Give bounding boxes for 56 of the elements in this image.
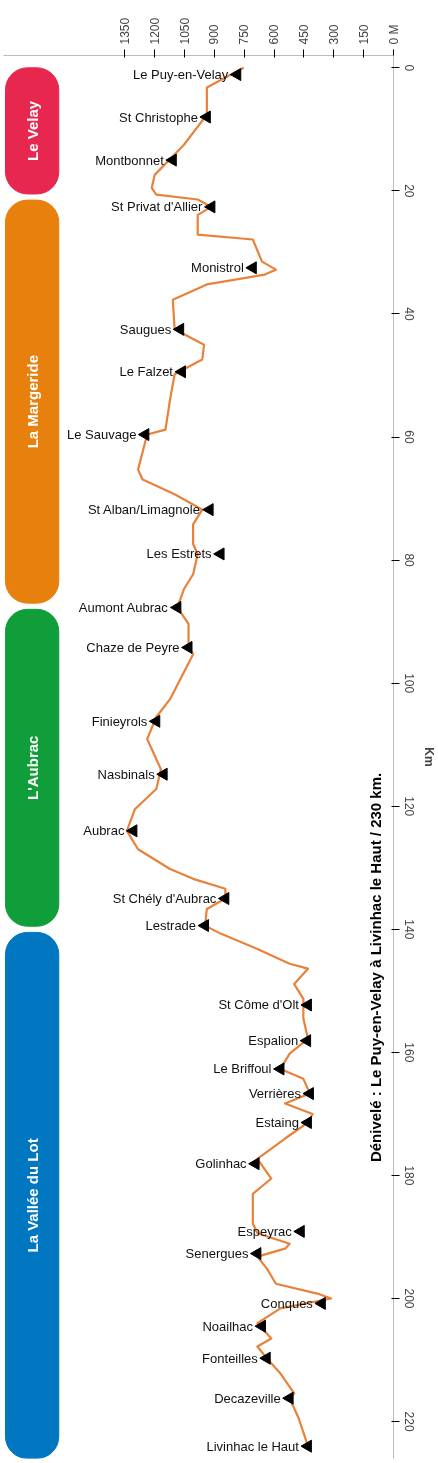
y-tick-label: 120 [401, 796, 416, 817]
y-tick-label: 220 [401, 1411, 416, 1432]
annotation: Chaze de Peyre [86, 639, 180, 655]
annotation: Le Puy-en-Velay [132, 67, 229, 83]
annotation: Livinhac le Haut [206, 1438, 300, 1454]
y-tick-label: 40 [401, 307, 416, 321]
x-tick-label: 0 M [386, 24, 401, 45]
annotation: Nasbinals [97, 766, 156, 782]
band-label: L'Aubrac [23, 735, 41, 800]
annotation: Senergues [185, 1246, 249, 1262]
annotation: Aumont Aubrac [78, 599, 169, 615]
y-tick-label: 200 [401, 1288, 416, 1309]
y-axis-title: Km [421, 747, 436, 767]
annotation: Lestrade [145, 918, 197, 934]
band-label: La Vallée du Lot [23, 1138, 41, 1253]
x-tick-label: 600 [267, 24, 282, 45]
y-tick-label: 0 [401, 64, 416, 72]
y-tick-label: 60 [401, 430, 416, 445]
y-tick-label: 140 [401, 919, 416, 940]
y-tick-label: 100 [401, 673, 416, 694]
x-tick-label: 750 [237, 24, 252, 45]
annotation: Le Briffoul [213, 1061, 272, 1077]
x-tick-label: 150 [356, 24, 371, 45]
annotation: St Christophe [119, 109, 198, 125]
annotation: St Alban/Limagnole [87, 502, 200, 518]
y-tick-label: 20 [401, 184, 416, 198]
annotation: Fonteilles [202, 1350, 259, 1366]
x-tick-label: 900 [207, 24, 222, 45]
annotation: Decazeville [214, 1390, 281, 1406]
x-tick-label: 1350 [117, 17, 132, 45]
annotation: Golinhac [195, 1156, 248, 1172]
annotation: St Privat d'Allier [111, 199, 204, 215]
annotation: St Chély d'Aubrac [112, 891, 217, 907]
annotation: Monistrol [191, 260, 244, 276]
annotation: Noailhac [202, 1318, 254, 1334]
annotation: Le Falzet [119, 364, 174, 380]
annotation: Montbonnet [95, 152, 165, 168]
annotation: Estaing [255, 1115, 299, 1131]
annotation: Finieyrols [91, 713, 148, 729]
annotation: Verrières [248, 1086, 302, 1102]
y-tick-label: 160 [401, 1042, 416, 1063]
text: Dénivelé : Le Puy-en-Velay à Livinhac le Haut / 230 km. [367, 772, 385, 1163]
y-tick-label: 80 [401, 553, 416, 568]
annotation: St Côme d'Olt [218, 997, 300, 1013]
band-label: La Margeride [23, 354, 41, 449]
band-label: Le Velay [23, 100, 41, 161]
x-tick-label: 1200 [147, 17, 162, 45]
annotation: Saugues [119, 321, 172, 337]
x-tick-label: 1050 [177, 17, 192, 45]
annotation: Le Sauvage [66, 427, 137, 443]
annotation: Conques [260, 1295, 314, 1311]
x-tick-label: 300 [326, 24, 341, 45]
y-tick-label: 180 [401, 1165, 416, 1186]
annotation: Aubrac [83, 823, 125, 839]
annotation: Espalion [248, 1033, 299, 1049]
x-tick-label: 450 [296, 24, 311, 45]
